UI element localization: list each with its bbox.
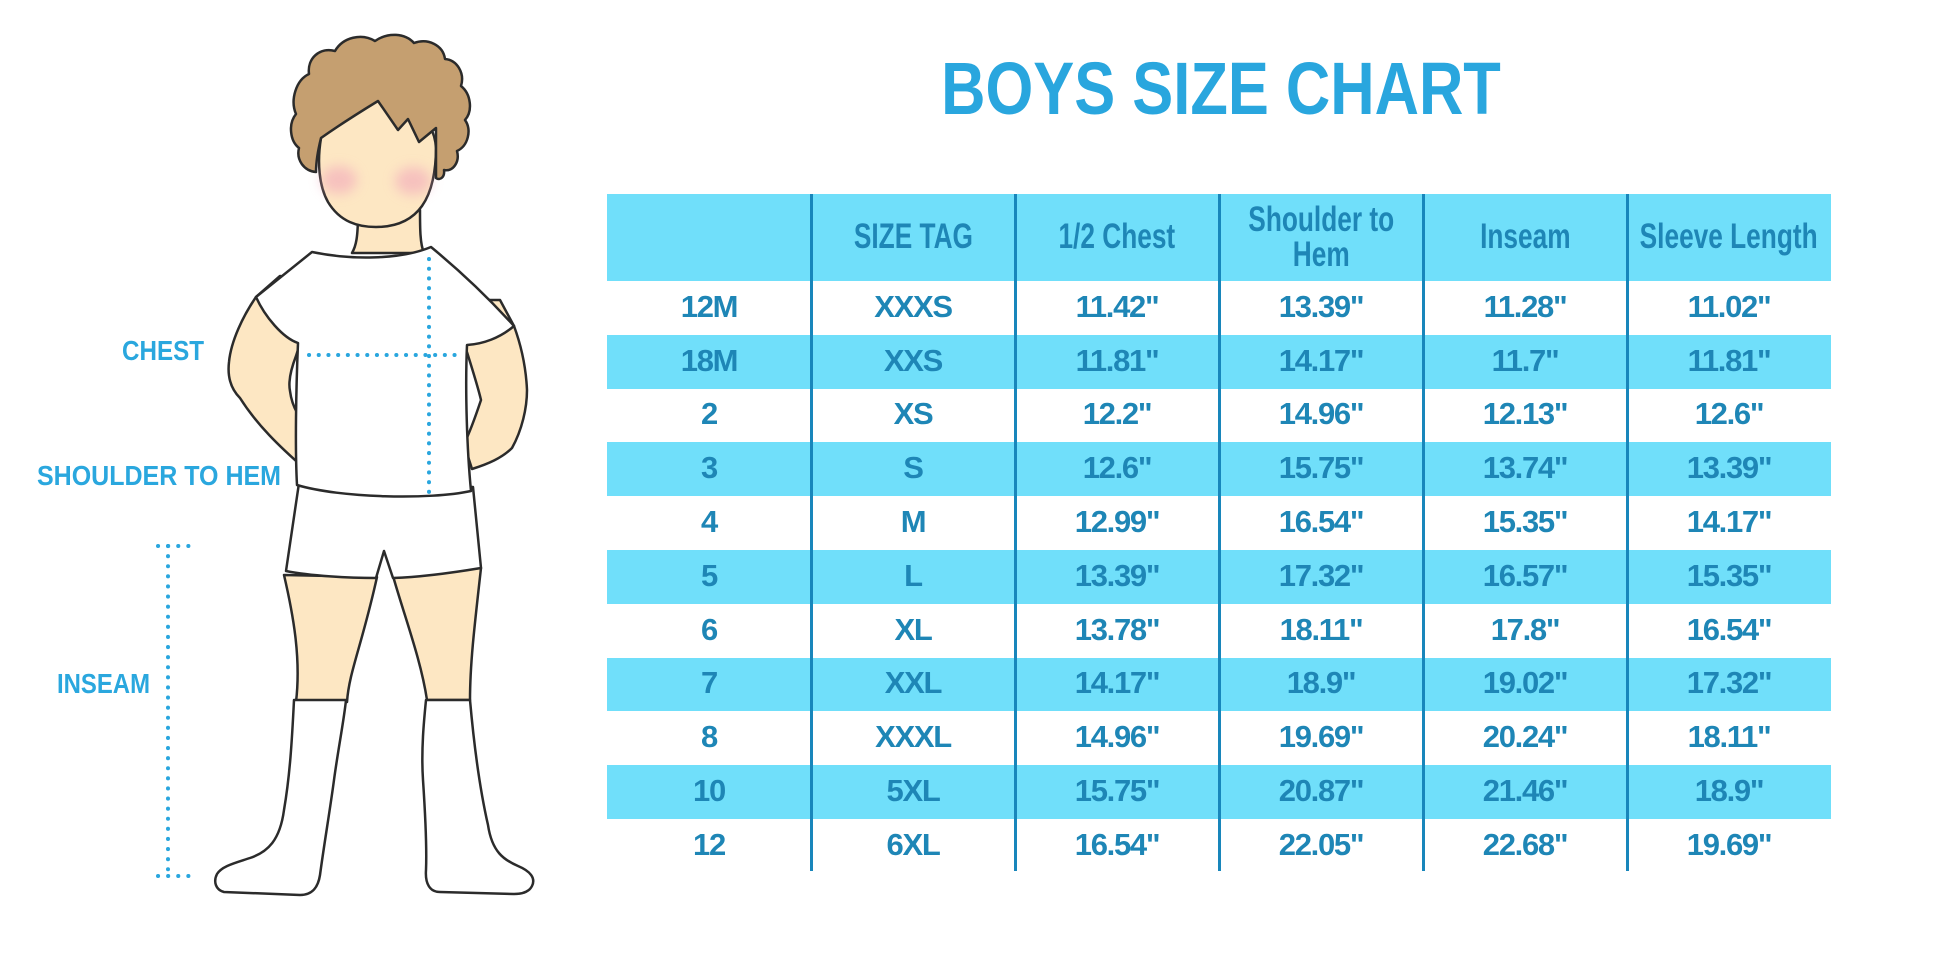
svg-text:INSEAM: INSEAM	[57, 668, 150, 699]
svg-text:CHEST: CHEST	[122, 335, 204, 366]
svg-text:SHOULDER TO HEM: SHOULDER TO HEM	[37, 460, 281, 491]
